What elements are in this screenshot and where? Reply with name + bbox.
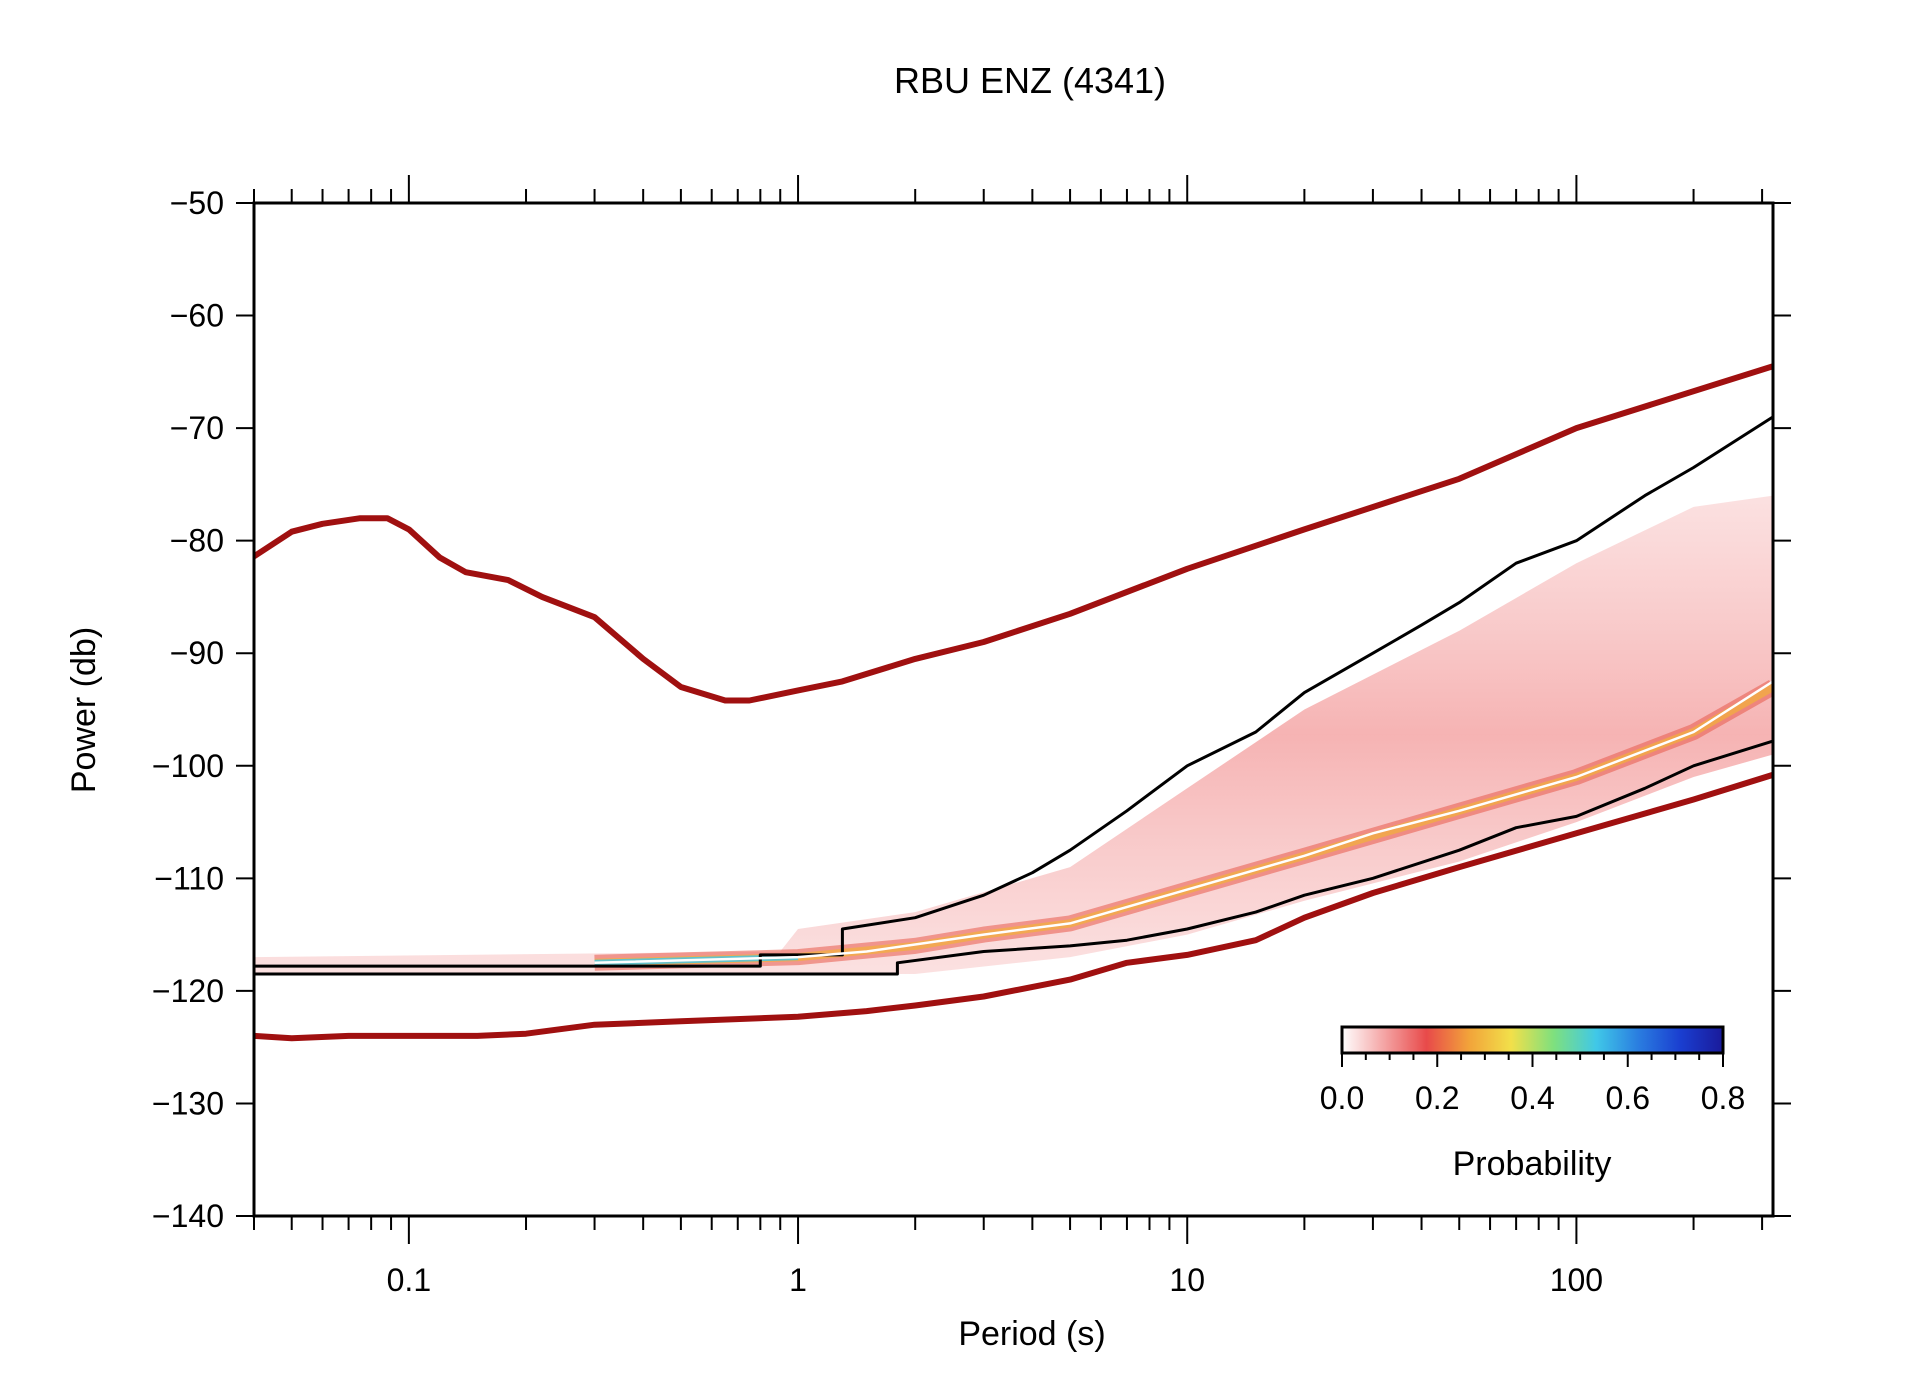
y-axis: −50 −60 −70 −80 −90 −100 −110 −120 −130 −140 xyxy=(152,185,1791,1234)
y-tick-label: −100 xyxy=(152,748,224,784)
colorbar-tick-label: 0.6 xyxy=(1606,1080,1650,1116)
colorbar-tick-label: 0.2 xyxy=(1415,1080,1459,1116)
y-axis-label: Power (db) xyxy=(65,627,103,793)
colorbar-gradient xyxy=(1340,1025,1725,1055)
x-axis: 0.1 1 10 100 xyxy=(253,175,1764,1298)
x-tick-label: 10 xyxy=(1169,1262,1205,1298)
y-tick-label: −70 xyxy=(170,410,224,446)
colorbar-tick-label: 0.8 xyxy=(1701,1080,1745,1116)
series-line-3 xyxy=(254,415,1773,968)
y-tick-label: −140 xyxy=(152,1198,224,1234)
y-tick-label: −120 xyxy=(152,973,224,1009)
colorbar-tick-label: 0.4 xyxy=(1510,1080,1554,1116)
probability-colorbar: 0.0 0.2 0.4 0.6 0.8 Probability xyxy=(1320,1025,1745,1183)
plot-area xyxy=(254,363,1773,1042)
series-line-5 xyxy=(594,680,1773,965)
colorbar-tick-label: 0.0 xyxy=(1320,1080,1364,1116)
y-tick-label: −60 xyxy=(170,298,224,334)
y-tick-label: −110 xyxy=(154,860,224,896)
x-axis-label: Period (s) xyxy=(958,1315,1105,1353)
y-tick-label: −80 xyxy=(170,523,224,559)
series-line-1 xyxy=(254,363,1773,704)
probability-density xyxy=(254,495,1773,974)
colorbar-label: Probability xyxy=(1453,1145,1612,1183)
density-band xyxy=(254,495,1773,974)
colorbar-ticks: 0.0 0.2 0.4 0.6 0.8 xyxy=(1320,1053,1745,1116)
series-line-2 xyxy=(254,771,1773,1042)
chart-title: RBU ENZ (4341) xyxy=(894,60,1166,101)
x-tick-label: 100 xyxy=(1550,1262,1603,1298)
x-tick-label: 0.1 xyxy=(387,1262,431,1298)
plot-frame xyxy=(252,201,1775,1218)
y-tick-label: −130 xyxy=(152,1085,224,1121)
y-tick-label: −50 xyxy=(170,185,224,221)
series-line-4 xyxy=(254,739,1773,976)
x-tick-label: 1 xyxy=(789,1262,807,1298)
series-lines xyxy=(254,363,1773,1042)
y-tick-label: −90 xyxy=(170,635,224,671)
